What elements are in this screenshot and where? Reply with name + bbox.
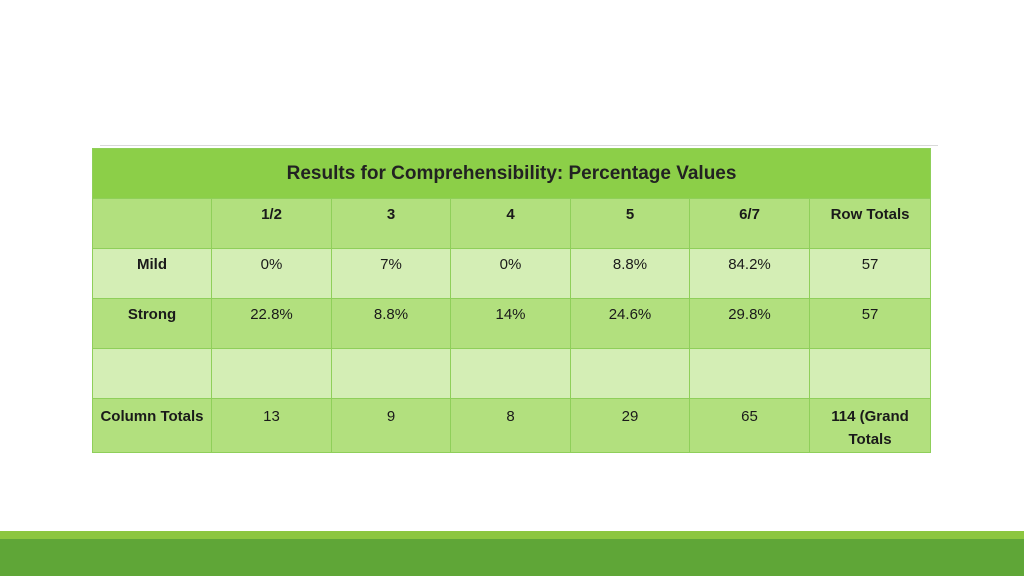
header-cell: Row Totals <box>808 198 932 249</box>
row-label: Mild <box>92 248 212 299</box>
table-cell: 7% <box>331 248 451 299</box>
row-label: Column Totals <box>92 398 212 453</box>
table-cell: 65 <box>689 398 810 453</box>
table-cell <box>450 348 571 399</box>
table-cell: 0% <box>450 248 571 299</box>
table-cell: 29.8% <box>689 298 810 349</box>
table-cell: 8 <box>450 398 571 453</box>
table-cell <box>331 348 451 399</box>
header-cell <box>92 198 212 249</box>
table-cell: 8.8% <box>570 248 690 299</box>
header-cell: 5 <box>570 198 690 249</box>
table-cell: 0% <box>211 248 332 299</box>
header-cell: 6/7 <box>689 198 810 249</box>
footer-accent-stripe <box>0 531 1024 539</box>
table-cell: 57 <box>808 248 932 299</box>
grand-total-cell: 114 (Grand Totals <box>808 398 932 453</box>
table-cell <box>808 348 932 399</box>
table-row-empty <box>92 348 932 399</box>
table-cell <box>570 348 690 399</box>
table-cell: 8.8% <box>331 298 451 349</box>
header-cell: 1/2 <box>211 198 332 249</box>
table-cell: 14% <box>450 298 571 349</box>
table-cell: 84.2% <box>689 248 810 299</box>
table-title: Results for Comprehensibility: Percentag… <box>91 148 932 199</box>
table-cell: 9 <box>331 398 451 453</box>
header-cell: 3 <box>331 198 451 249</box>
footer-bar <box>0 539 1024 576</box>
table-header-row: 1/2 3 4 5 6/7 Row Totals <box>92 198 932 249</box>
table-cell: 22.8% <box>211 298 332 349</box>
results-table-wrapper: Results for Comprehensibility: Percentag… <box>91 148 932 453</box>
top-divider <box>100 145 938 146</box>
row-label: Strong <box>92 298 212 349</box>
table-cell: 57 <box>808 298 932 349</box>
results-table: Results for Comprehensibility: Percentag… <box>91 148 932 453</box>
table-title-row: Results for Comprehensibility: Percentag… <box>91 148 932 199</box>
header-cell: 4 <box>450 198 571 249</box>
table-cell: 24.6% <box>570 298 690 349</box>
row-label <box>92 348 212 399</box>
table-cell <box>689 348 810 399</box>
table-cell <box>211 348 332 399</box>
table-totals-row: Column Totals 13 9 8 29 65 114 (Grand To… <box>92 398 932 453</box>
table-cell: 13 <box>211 398 332 453</box>
table-row: Strong 22.8% 8.8% 14% 24.6% 29.8% 57 <box>92 298 932 349</box>
table-row: Mild 0% 7% 0% 8.8% 84.2% 57 <box>92 248 932 299</box>
table-cell: 29 <box>570 398 690 453</box>
